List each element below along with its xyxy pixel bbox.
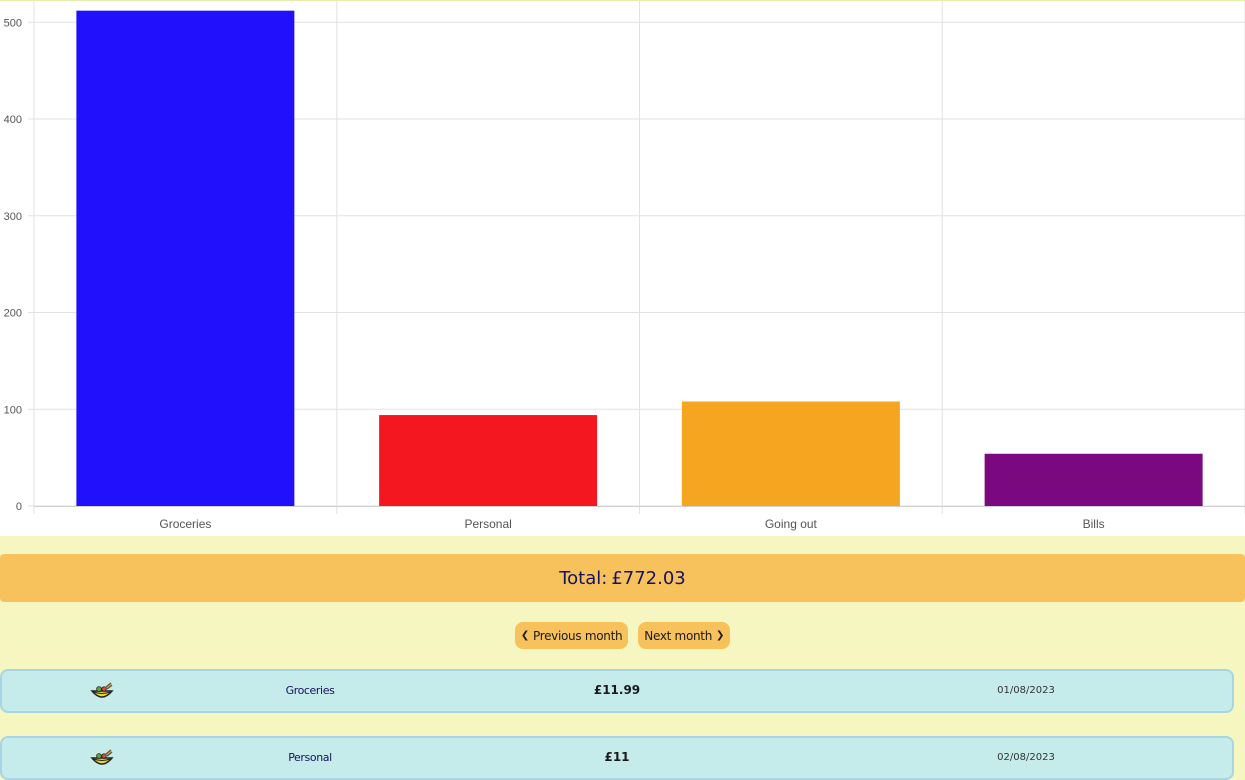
y-tick-label: 200 bbox=[4, 308, 22, 320]
total-label: Total: bbox=[559, 567, 608, 589]
transaction-category: Personal bbox=[288, 751, 332, 764]
salad-bowl-icon bbox=[90, 681, 114, 703]
bar-personal bbox=[379, 415, 598, 506]
chevron-right-icon: ❯ bbox=[716, 630, 725, 641]
y-tick-label: 500 bbox=[4, 17, 22, 29]
y-tick-label: 0 bbox=[16, 501, 22, 513]
next-month-label: Next month bbox=[644, 628, 712, 643]
transaction-row[interactable]: Personal £11 02/08/2023 bbox=[0, 736, 1234, 780]
transaction-date: 02/08/2023 bbox=[997, 752, 1055, 763]
next-month-button[interactable]: Next month ❯ bbox=[638, 622, 731, 649]
bar-chart: 0 100 200 300 400 500 Groceries Personal Going o… bbox=[4, 1, 1245, 531]
bar-bills bbox=[984, 453, 1203, 506]
transaction-date: 01/08/2023 bbox=[997, 685, 1055, 696]
spending-chart: 0 100 200 300 400 500 Groceries Personal Going o… bbox=[0, 0, 1245, 536]
previous-month-button[interactable]: ❮ Previous month bbox=[514, 622, 629, 649]
transaction-category: Groceries bbox=[285, 684, 335, 697]
month-navigation: ❮ Previous month Next month ❯ bbox=[0, 622, 1245, 650]
transaction-amount: £11.99 bbox=[593, 683, 641, 697]
bar-groceries bbox=[76, 10, 295, 507]
transaction-row[interactable]: Groceries £11.99 01/08/2023 bbox=[0, 669, 1234, 713]
total-value: £772.03 bbox=[611, 567, 686, 589]
x-tick-label: Going out bbox=[765, 517, 818, 531]
y-tick-label: 100 bbox=[4, 404, 22, 416]
x-tick-label: Bills bbox=[1083, 517, 1105, 531]
previous-month-label: Previous month bbox=[533, 628, 623, 643]
transaction-amount: £11 bbox=[604, 750, 630, 764]
total-banner: Total: £772.03 bbox=[0, 554, 1245, 602]
x-tick-label: Groceries bbox=[159, 517, 211, 531]
chevron-left-icon: ❮ bbox=[520, 630, 529, 641]
y-tick-label: 400 bbox=[4, 114, 22, 126]
salad-bowl-icon bbox=[90, 748, 114, 770]
bar-going-out bbox=[681, 401, 900, 506]
x-tick-label: Personal bbox=[464, 517, 511, 531]
y-tick-label: 300 bbox=[4, 211, 22, 223]
